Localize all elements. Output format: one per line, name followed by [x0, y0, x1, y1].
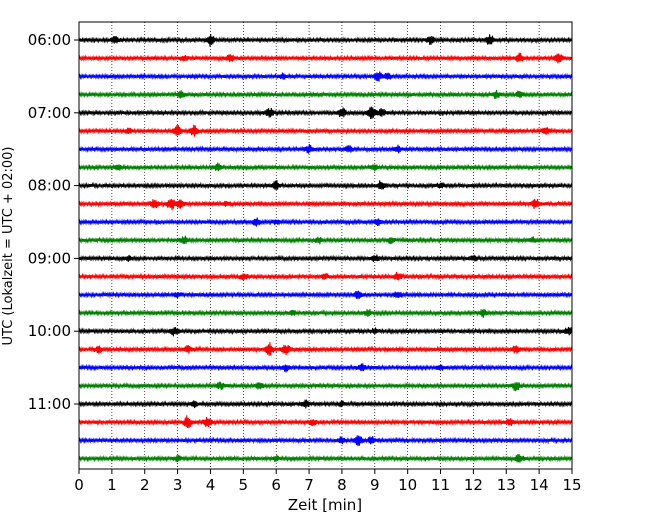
x-tick-label: 1 — [107, 476, 117, 494]
seismic-trace — [78, 435, 573, 446]
x-tick-label: 12 — [464, 476, 483, 494]
seismic-trace — [78, 144, 573, 154]
seismic-trace — [78, 454, 573, 463]
x-tick-label: 5 — [239, 476, 249, 494]
seismic-trace — [78, 363, 573, 373]
x-tick-label: 4 — [206, 476, 216, 494]
plot-area — [79, 22, 572, 469]
y-tick-label: 09:00 — [28, 249, 71, 267]
plot-frame — [78, 21, 573, 470]
seismic-trace — [78, 271, 573, 281]
seismic-trace — [78, 254, 573, 263]
x-tick-label: 0 — [74, 476, 84, 494]
x-axis-label: Zeit [min] — [288, 496, 362, 514]
seismic-trace — [78, 290, 573, 299]
x-tick-label: 7 — [304, 476, 314, 494]
seismic-trace — [78, 89, 573, 99]
x-tick-label: 10 — [398, 476, 417, 494]
seismic-trace — [78, 71, 573, 82]
plot-border — [78, 21, 573, 470]
seismic-trace — [78, 217, 573, 227]
y-tick-label: 06:00 — [28, 31, 71, 49]
x-tick-label: 8 — [337, 476, 347, 494]
seismic-trace — [78, 381, 573, 392]
seismic-trace — [78, 124, 573, 137]
x-tick-label: 6 — [271, 476, 281, 494]
y-tick-label: 10:00 — [28, 322, 71, 340]
x-tick-label: 13 — [497, 476, 516, 494]
y-tick-label: 11:00 — [28, 395, 71, 413]
x-tick-label: 9 — [370, 476, 380, 494]
seismic-trace — [78, 52, 573, 64]
x-axis: 0 1 2 3 4 5 6 7 8 9 10 11 12 13 14 15 — [74, 469, 582, 494]
x-grid — [111, 22, 540, 469]
seismic-trace — [78, 106, 573, 119]
y-tick-label: 08:00 — [28, 177, 71, 195]
y-axis: 06:00 07:00 08:00 09:00 10:00 11:00 — [28, 31, 79, 413]
seismic-trace — [78, 162, 573, 172]
x-tick-label: 14 — [530, 476, 549, 494]
seismic-trace — [78, 415, 573, 429]
y-tick-label: 07:00 — [28, 104, 71, 122]
seismic-trace — [78, 235, 573, 245]
x-tick-label: 3 — [173, 476, 183, 494]
seismic-trace — [78, 34, 573, 47]
x-tick-label: 15 — [562, 476, 581, 494]
seismic-trace — [78, 326, 573, 337]
seismic-trace — [78, 180, 573, 191]
seismic-trace — [78, 342, 573, 356]
seismic-trace — [78, 308, 573, 318]
trace-group — [78, 34, 573, 463]
x-tick-label: 11 — [431, 476, 450, 494]
plot-background — [79, 22, 572, 469]
seismic-trace — [78, 399, 573, 409]
x-tick-label: 2 — [140, 476, 150, 494]
seismic-trace — [78, 198, 573, 211]
y-axis-label: UTC (Lokalzeit = UTC + 02:00) — [1, 147, 16, 346]
